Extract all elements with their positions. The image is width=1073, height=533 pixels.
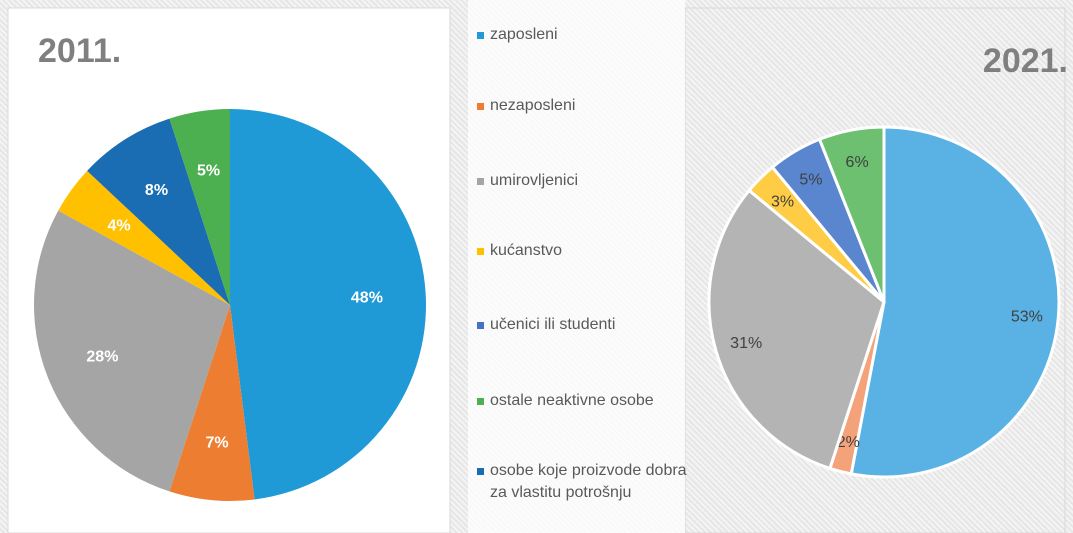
legend-swatch — [477, 103, 484, 110]
pie-slice — [230, 109, 427, 500]
legend-swatch — [477, 178, 484, 185]
legend-item: ostale neaktivne osobe — [474, 390, 700, 412]
legend-label: osobe koje proizvode dobra za vlastitu p… — [490, 462, 687, 501]
pie-slice — [169, 305, 255, 502]
data-label: 48% — [351, 289, 383, 306]
legend-label: ostale neaktivne osobe — [490, 392, 654, 409]
data-label: 5% — [799, 171, 822, 188]
legend-item: nezaposleni — [474, 95, 700, 117]
legend-swatch — [477, 322, 484, 329]
legend-label: umirovljenici — [490, 172, 579, 189]
data-label: 31% — [730, 335, 762, 352]
legend-label: učenici ili studenti — [490, 316, 616, 333]
legend-swatch — [477, 398, 484, 405]
pie-slice — [87, 118, 230, 305]
pie-slice — [34, 210, 230, 492]
legend-label: kućanstvo — [490, 242, 563, 259]
data-label: 5% — [197, 162, 220, 179]
pie-slice — [817, 125, 886, 303]
pie-slice — [707, 188, 886, 471]
data-label: 8% — [145, 182, 168, 199]
data-label: 2% — [837, 434, 860, 451]
data-label: 3% — [771, 194, 794, 211]
data-label: 53% — [1011, 309, 1043, 326]
data-label: 6% — [846, 154, 869, 171]
legend-label: nezaposleni — [490, 97, 576, 114]
legend: zaposleni nezaposleni umirovljenici kućanst… — [468, 0, 687, 533]
chart-title: 2011. — [38, 32, 121, 70]
data-label: 28% — [86, 349, 118, 366]
legend-item: učenici ili studenti — [474, 314, 700, 336]
right-panel — [684, 7, 1066, 533]
legend-item: umirovljenici — [474, 170, 700, 192]
legend-label: zaposleni — [490, 26, 558, 43]
legend-swatch — [477, 248, 484, 255]
pie-slice — [169, 109, 230, 305]
pie-slice — [58, 170, 230, 305]
pie-slice — [849, 125, 1061, 479]
legend-swatch — [477, 468, 484, 475]
data-label: 4% — [107, 217, 130, 234]
legend-item: kućanstvo — [474, 240, 700, 262]
legend-item: zaposleni — [474, 24, 700, 46]
legend-swatch — [477, 32, 484, 39]
chart-title: 2021. — [983, 42, 1068, 80]
data-label: 7% — [206, 435, 229, 452]
legend-item: osobe koje proizvode dobra za vlastitu p… — [474, 460, 700, 504]
